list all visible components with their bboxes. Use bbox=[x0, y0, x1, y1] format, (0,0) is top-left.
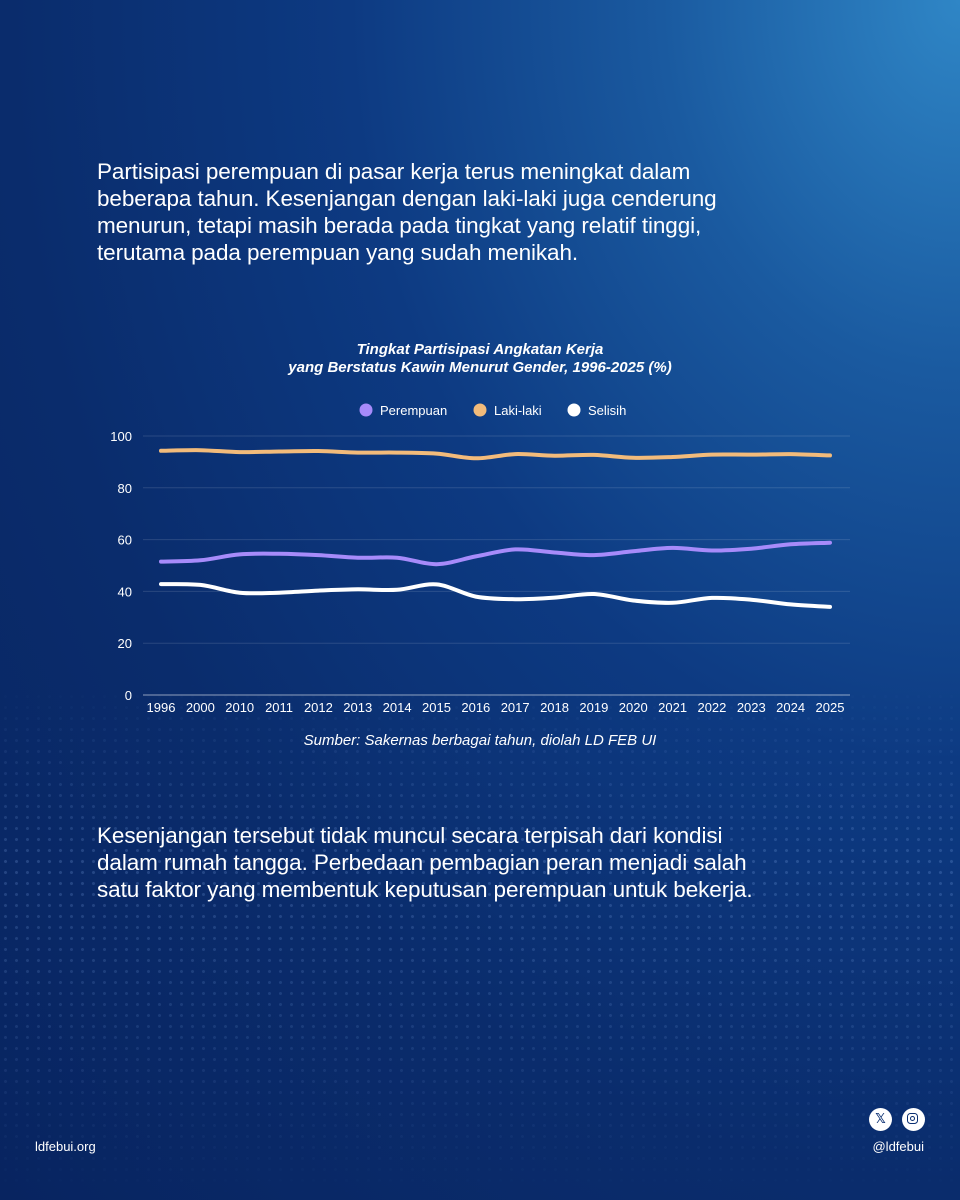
x-axis: 1996 2000 2010 2011 2012 2013 2014 2015 2016 2017… bbox=[147, 700, 845, 715]
x-tick-label: 2025 bbox=[816, 700, 845, 715]
x-tick-label: 2018 bbox=[540, 700, 569, 715]
x-icon[interactable]: 𝕏 bbox=[869, 1108, 892, 1131]
chart-grid bbox=[143, 435, 850, 696]
chart-source: Sumber: Sakernas berbagai tahun, diolah … bbox=[304, 732, 657, 749]
series-line-laki-laki bbox=[159, 448, 832, 461]
chart-title-line2: yang Berstatus Kawin Menurut Gender, 199… bbox=[287, 359, 671, 376]
y-axis: 0 20 40 60 80 100 bbox=[110, 429, 132, 703]
series-line-perempuan bbox=[159, 540, 832, 567]
x-tick-label: 2024 bbox=[776, 700, 805, 715]
legend-label-selisih: Selisih bbox=[588, 403, 626, 418]
y-tick-label: 80 bbox=[118, 481, 132, 496]
chart-series bbox=[159, 448, 832, 609]
x-tick-label: 2017 bbox=[501, 700, 530, 715]
x-tick-label: 2021 bbox=[658, 700, 687, 715]
x-tick-label: 2013 bbox=[343, 700, 372, 715]
y-tick-label: 40 bbox=[118, 584, 132, 599]
x-tick-label: 2000 bbox=[186, 700, 215, 715]
website-link[interactable]: ldfebui.org bbox=[35, 1139, 96, 1154]
x-tick-label: 2015 bbox=[422, 700, 451, 715]
series-line-selisih bbox=[159, 582, 832, 609]
x-tick-label: 2019 bbox=[579, 700, 608, 715]
legend-marker-selisih bbox=[567, 403, 581, 417]
chart-title-line1: Tingkat Partisipasi Angkatan Kerja bbox=[357, 341, 604, 358]
y-tick-label: 100 bbox=[110, 429, 132, 444]
line-chart: Tingkat Partisipasi Angkatan Kerja yang … bbox=[110, 341, 850, 749]
legend-label-perempuan: Perempuan bbox=[380, 403, 447, 418]
y-tick-label: 20 bbox=[118, 636, 132, 651]
dot-pattern-background bbox=[0, 680, 960, 1200]
social-handle[interactable]: @ldfebui bbox=[872, 1139, 924, 1154]
intro-paragraph: Partisipasi perempuan di pasar kerja ter… bbox=[97, 159, 717, 265]
legend-label-laki-laki: Laki-laki bbox=[494, 403, 542, 418]
chart-legend: Perempuan Laki-laki Selisih bbox=[359, 403, 626, 418]
legend-marker-perempuan bbox=[359, 403, 373, 417]
x-tick-label: 2011 bbox=[265, 700, 293, 715]
outro-paragraph: Kesenjangan tersebut tidak muncul secara… bbox=[97, 823, 753, 902]
y-tick-label: 60 bbox=[118, 533, 132, 548]
instagram-icon[interactable] bbox=[902, 1108, 925, 1131]
y-tick-label: 0 bbox=[125, 688, 132, 703]
x-tick-label: 2014 bbox=[383, 700, 412, 715]
x-tick-label: 2012 bbox=[304, 700, 333, 715]
x-tick-label: 1996 bbox=[147, 700, 176, 715]
x-tick-label: 2023 bbox=[737, 700, 766, 715]
x-tick-label: 2020 bbox=[619, 700, 648, 715]
x-tick-label: 2010 bbox=[225, 700, 254, 715]
x-tick-label: 2016 bbox=[461, 700, 490, 715]
x-tick-label: 2022 bbox=[697, 700, 726, 715]
legend-marker-laki-laki bbox=[473, 403, 487, 417]
